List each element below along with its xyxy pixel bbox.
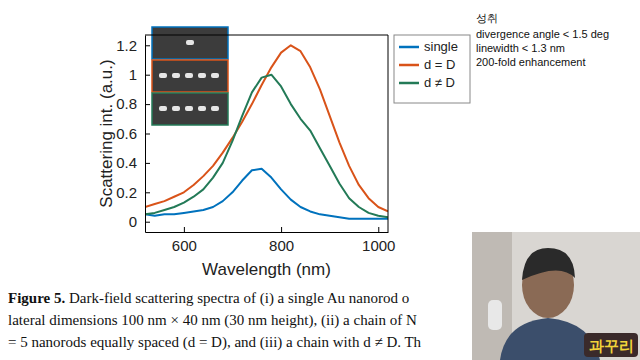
caption-line: = 5 nanorods equally spaced (d = D), and… [8,334,422,351]
notes-item: 200-fold enhancement [476,56,585,68]
sem-nanorod [159,73,167,78]
y-tick-label: 0.6 [116,125,137,142]
series-line [145,45,388,211]
sem-nanorod [185,73,193,78]
x-tick: 600 [172,227,197,254]
sem-nanorod [172,106,180,111]
y-tick: 1 [129,66,150,83]
sem-nanorod [198,73,206,78]
y-tick-mark [145,45,150,46]
series-group [145,45,388,218]
webcam-background [472,232,640,360]
legend-label: d ≠ D [424,75,455,90]
sem-inset [152,27,228,125]
webcam-mic [488,300,502,330]
y-tick-label: 0.2 [116,184,137,201]
notes-title: 성취 [476,12,498,24]
x-tick-mark [281,227,282,232]
sem-nanorod [198,106,206,111]
y-tick: 0.2 [116,184,150,201]
x-axis: 600 800 1000 [146,227,396,254]
y-tick: 0.8 [116,95,150,112]
x-tick-label: 600 [172,237,197,254]
y-tick-label: 1 [129,66,137,83]
logo-background [584,333,638,357]
y-tick-label: 1.2 [116,37,137,54]
legend-label: d = D [424,57,455,72]
y-axis: 0 0.2 0.4 0.6 0.8 1 1.2 [116,36,150,233]
y-tick-mark [145,163,150,164]
legend-swatch [399,64,419,67]
y-tick-label: 0.8 [116,95,137,112]
x-tick-mark [184,227,185,232]
logo: 과꾸리 [589,337,634,354]
x-axis-title: Wavelength (nm) [202,260,331,279]
caption-label: Figure 5. [8,290,65,306]
caption-line: lateral dimensions 100 nm × 40 nm (30 nm… [8,312,417,329]
y-tick-mark [145,192,150,193]
notes-panel [472,8,640,80]
y-tick-mark [145,104,150,105]
frame-top [145,35,388,36]
sem-nanorod [185,106,193,111]
y-tick: 0.4 [116,154,150,171]
caption-line: Figure 5. Dark-field scattering spectra … [8,290,409,307]
y-tick-label: 0.4 [116,154,137,171]
legend-label: single [424,39,458,54]
y-tick-mark [145,222,150,223]
caption-text: lateral dimensions 100 nm × 40 nm (30 nm… [8,312,417,329]
y-tick-mark [145,75,150,76]
x-tick-mark [378,227,379,232]
sem-panel [152,27,228,59]
page: 600 800 1000 0 0.2 0.4 0.6 0.8 1 1.2 Wavelength (n… [0,0,640,360]
y-tick: 0.6 [116,125,150,142]
caption-text: Dark-field scattering spectra of (i) a s… [65,290,409,307]
sem-nanorod [211,106,219,111]
legend-swatch [399,82,419,85]
sem-nanorod [172,73,180,78]
legend-box [394,35,470,103]
sem-nanorod [186,40,194,45]
y-axis-title: Scattering int. (a.u.) [97,59,116,207]
sem-nanorod [159,106,167,111]
caption-text: = 5 nanorods equally spaced (d = D), and… [8,334,422,351]
sem-nanorod [211,73,219,78]
notes-item: linewidth < 1.3 nm [476,42,565,54]
x-tick-label: 800 [269,237,294,254]
x-tick-label: 1000 [362,237,395,254]
y-tick-label: 0 [129,213,137,230]
webcam [472,232,640,360]
notes-item: divergence angle < 1.5 deg [476,28,609,40]
webcam-wall [472,232,512,360]
frame-right [388,35,389,232]
x-axis-line [146,232,389,233]
sem-panel [152,60,228,92]
y-tick-mark [145,134,150,135]
sem-panel [152,93,228,125]
plot-background [145,35,388,232]
legend-swatch [399,46,419,49]
legend: single d = D d ≠ D [394,35,470,103]
webcam-hair [522,248,575,280]
y-tick: 0 [129,213,150,230]
y-tick: 1.2 [116,37,150,54]
series-line [145,75,388,218]
x-tick: 800 [269,227,294,254]
x-tick: 1000 [362,227,395,254]
